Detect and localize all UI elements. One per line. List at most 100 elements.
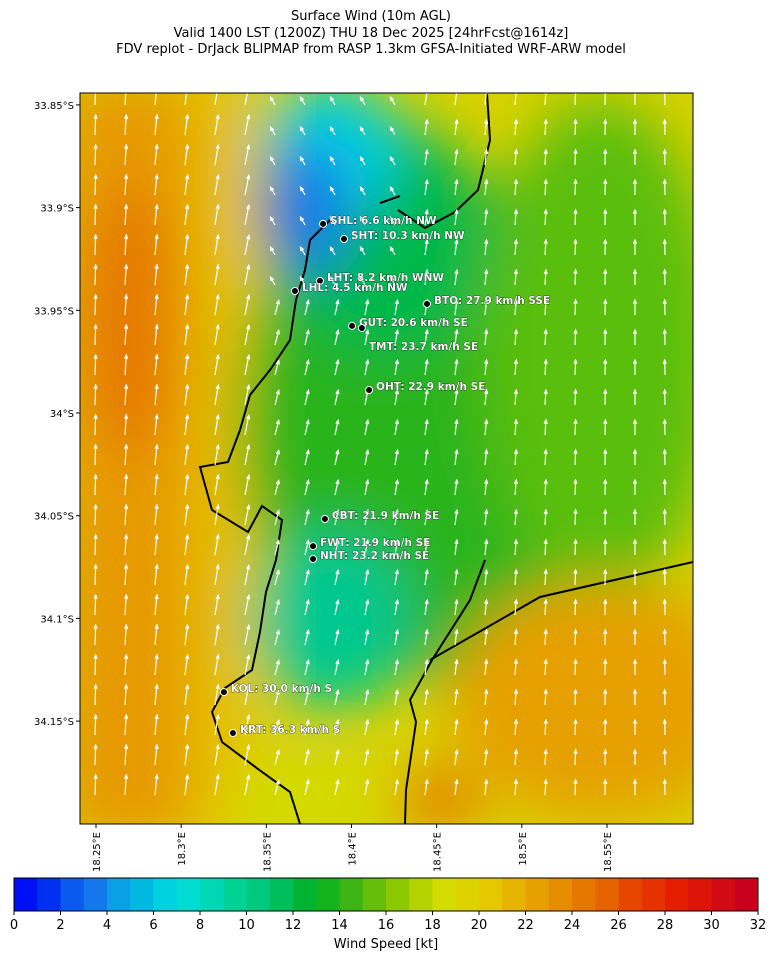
wind-arrow <box>364 538 370 556</box>
wind-arrow <box>543 778 548 796</box>
wind-arrow <box>484 118 489 136</box>
colorbar-segment <box>734 878 759 911</box>
wind-arrow <box>394 388 400 406</box>
wind-arrow <box>389 185 396 196</box>
colorbar-segment <box>432 878 457 911</box>
wind-arrow <box>662 208 667 226</box>
field-shading <box>80 93 693 824</box>
wind-arrow <box>244 653 251 676</box>
wind-arrow <box>93 383 98 406</box>
colorbar-segment <box>665 878 689 911</box>
wind-arrow <box>394 568 400 586</box>
colorbar-tick-label: 12 <box>285 918 302 933</box>
wind-arrow <box>93 713 98 736</box>
wind-arrow <box>394 418 400 436</box>
station-marker <box>309 555 318 564</box>
wind-arrow <box>424 658 429 676</box>
wind-arrow <box>329 95 336 106</box>
colorbar-segment <box>618 878 643 911</box>
colorbar-tick-label: 30 <box>703 918 720 933</box>
wind-arrow <box>603 418 608 436</box>
colorbar-segment <box>362 878 387 911</box>
wind-arrow <box>244 383 251 406</box>
wind-arrow <box>573 598 578 616</box>
colorbar-segment <box>130 878 154 911</box>
colorbar-tick-label: 6 <box>149 918 157 933</box>
wind-arrow <box>214 593 220 616</box>
wind-arrow <box>543 568 548 586</box>
wind-arrow <box>359 185 366 196</box>
wind-arrow <box>334 328 340 346</box>
wind-arrow <box>93 353 98 376</box>
wind-arrow <box>123 563 129 586</box>
wind-arrow <box>304 298 310 316</box>
wind-arrow <box>329 125 336 136</box>
wind-arrow <box>394 778 400 796</box>
wind-arrow <box>603 388 608 406</box>
wind-arrow <box>214 623 220 646</box>
x-tick-label: 18.45°E <box>433 832 444 872</box>
wind-arrow <box>184 653 190 676</box>
wind-arrow <box>454 148 459 166</box>
wind-arrow <box>93 203 98 226</box>
wind-arrow <box>513 508 519 526</box>
wind-arrow <box>394 328 400 346</box>
wind-arrow <box>334 688 340 706</box>
wind-arrow <box>329 215 336 226</box>
wind-arrow <box>573 508 578 526</box>
station-marker <box>320 514 329 523</box>
wind-arrow <box>244 413 251 436</box>
wind-arrow <box>632 298 638 315</box>
colorbar-tick-label: 14 <box>331 918 348 933</box>
wind-arrow <box>573 658 578 676</box>
wind-arrow <box>424 358 429 376</box>
wind-arrow <box>632 448 638 465</box>
wind-arrow <box>394 628 400 646</box>
wind-arrow <box>573 568 578 586</box>
colorbar-segment <box>479 878 503 911</box>
wind-arrow <box>484 418 489 436</box>
wind-arrow <box>274 418 280 436</box>
wind-arrow <box>244 173 251 196</box>
wind-arrow <box>424 268 429 286</box>
wind-arrow <box>123 713 129 736</box>
colorbar-segment <box>548 878 573 911</box>
wind-arrow <box>662 658 667 676</box>
wind-arrow <box>123 623 129 646</box>
wind-arrow <box>662 538 667 556</box>
wind-arrow <box>299 95 306 106</box>
wind-arrow <box>123 473 129 496</box>
wind-arrow <box>513 328 519 346</box>
wind-arrow <box>573 718 578 736</box>
wind-arrow <box>364 298 370 316</box>
wind-arrow <box>274 778 280 796</box>
wind-arrow <box>304 328 310 346</box>
wind-arrow <box>543 478 548 496</box>
wind-arrow <box>184 623 190 646</box>
colorbar-tick-label: 24 <box>564 918 581 933</box>
wind-arrow <box>269 275 276 286</box>
wind-arrow <box>123 773 129 796</box>
wind-arrow <box>632 178 638 195</box>
station-marker <box>348 321 357 330</box>
wind-arrow <box>93 773 98 796</box>
wind-arrow <box>334 718 340 736</box>
station-label: LHL: 4.5 km/h NW <box>302 282 408 294</box>
wind-arrow <box>603 568 608 586</box>
wind-arrow <box>573 148 578 166</box>
y-tick-label: 34.1°S <box>40 614 74 625</box>
wind-arrow <box>329 245 336 256</box>
wind-arrow <box>154 203 159 226</box>
wind-arrow <box>632 658 638 675</box>
wind-arrow <box>632 688 638 705</box>
wind-arrow <box>304 718 310 736</box>
wind-arrow <box>244 263 251 286</box>
wind-arrow <box>123 293 129 316</box>
wind-arrow <box>154 293 159 316</box>
colorbar-segment <box>223 878 247 911</box>
station-label: OHT: 22.9 km/h SE <box>376 381 485 393</box>
wind-arrow <box>573 778 578 796</box>
wind-arrow <box>454 718 459 736</box>
wind-arrow <box>269 125 276 136</box>
wind-arrow <box>93 503 98 526</box>
